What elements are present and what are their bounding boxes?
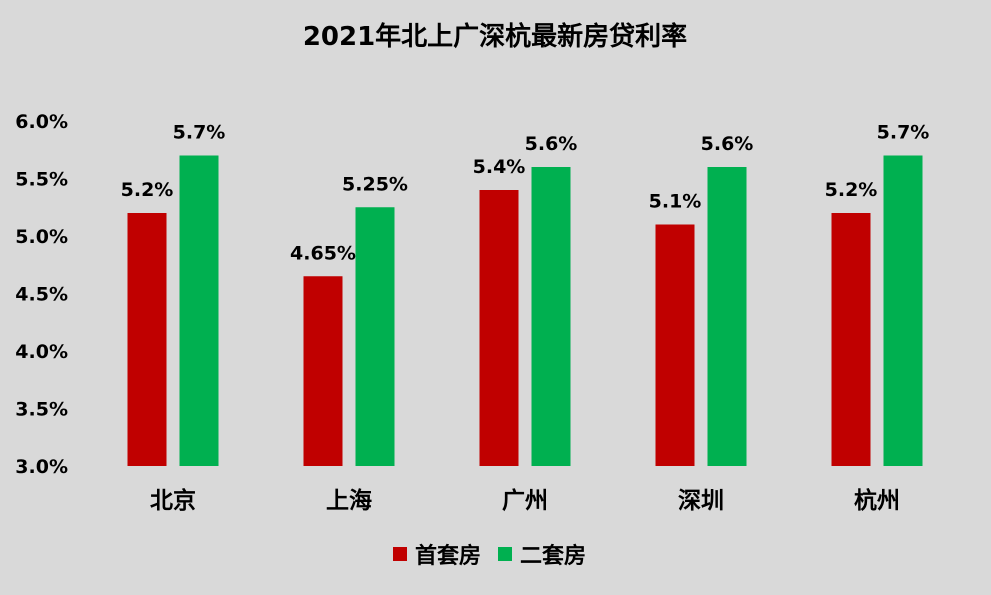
bar: [179, 155, 219, 466]
y-tick-label: 4.5%: [15, 284, 68, 306]
x-tick-label: 北京: [150, 487, 196, 514]
x-tick-label: 杭州: [854, 487, 900, 514]
bar: [655, 224, 695, 466]
legend-swatch: [393, 547, 407, 561]
bar: [127, 213, 167, 466]
y-tick-label: 3.5%: [15, 399, 68, 421]
data-label: 5.7%: [877, 122, 930, 144]
bar: [531, 167, 571, 466]
y-axis: 3.0% 3.5% 4.0% 4.5% 5.0% 5.5% 6.0%: [15, 111, 68, 478]
bar: [707, 167, 747, 466]
legend-label: 首套房: [415, 543, 481, 569]
data-label: 5.4%: [473, 156, 526, 178]
bar: [479, 190, 519, 466]
x-tick-label: 上海: [326, 487, 372, 514]
legend-label: 二套房: [520, 543, 586, 569]
bars-group: [127, 155, 923, 466]
y-tick-label: 4.0%: [15, 341, 68, 363]
y-tick-label: 6.0%: [15, 111, 68, 133]
data-label: 5.1%: [649, 191, 702, 213]
data-label: 5.6%: [525, 133, 578, 155]
x-axis: 北京 上海 广州 深圳 杭州: [150, 487, 900, 514]
bar: [303, 276, 343, 466]
legend-swatch: [498, 547, 512, 561]
bar: [355, 207, 395, 466]
data-label: 4.65%: [290, 242, 356, 264]
data-label: 5.2%: [121, 179, 174, 201]
y-tick-label: 3.0%: [15, 456, 68, 478]
bar: [883, 155, 923, 466]
y-tick-label: 5.5%: [15, 169, 68, 191]
data-label: 5.2%: [825, 179, 878, 201]
data-label: 5.7%: [173, 122, 226, 144]
bar: [831, 213, 871, 466]
chart-title: 2021年北上广深杭最新房贷利率: [303, 21, 687, 52]
data-label: 5.6%: [701, 133, 754, 155]
legend: 首套房 二套房: [393, 543, 586, 569]
y-tick-label: 5.0%: [15, 226, 68, 248]
x-tick-label: 广州: [502, 487, 548, 514]
data-label: 5.25%: [342, 173, 408, 195]
data-labels-group: 5.2%5.7%4.65%5.25%5.4%5.6%5.1%5.6%5.2%5.…: [121, 122, 930, 265]
x-tick-label: 深圳: [678, 488, 724, 514]
